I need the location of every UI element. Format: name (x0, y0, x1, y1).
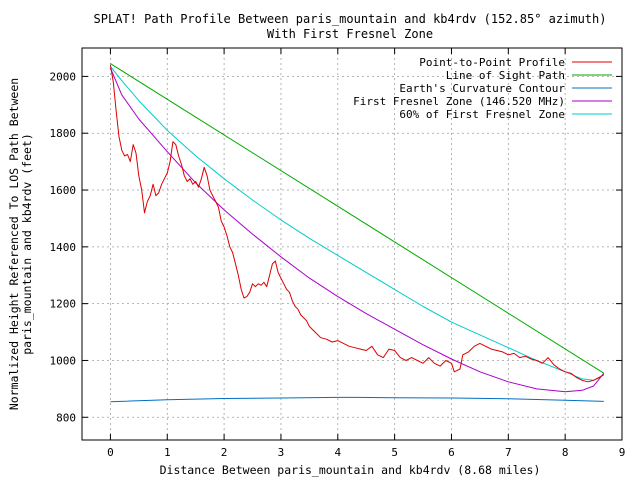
legend-label: 60% of First Fresnel Zone (399, 108, 565, 121)
legend-label: First Fresnel Zone (146.520 MHz) (353, 95, 565, 108)
x-tick-label: 9 (619, 446, 626, 459)
x-tick-label: 6 (448, 446, 455, 459)
axis-ticks: 0 1 2 3 4 5 6 7 8 9 800 1000 1200 1400 1600 1800 2000 (50, 48, 626, 459)
y-tick-label: 1600 (50, 184, 77, 197)
x-axis-label: Distance Between paris_mountain and kb4r… (160, 463, 541, 477)
series-line-2 (110, 396, 604, 403)
x-tick-label: 2 (221, 446, 228, 459)
x-tick-label: 0 (107, 446, 114, 459)
y-axis-label-line1: Normalized Height Referenced To LOS Path… (7, 78, 21, 410)
series-line-4 (110, 66, 605, 381)
legend-label: Point-to-Point Profile (419, 56, 565, 69)
x-tick-label: 3 (278, 446, 285, 459)
x-tick-label: 5 (391, 446, 398, 459)
y-tick-label: 1000 (50, 354, 77, 367)
y-tick-label: 1200 (50, 298, 77, 311)
y-axis-label-line2: paris_mountain and kb4rdv (feet) (20, 133, 34, 355)
chart-title: SPLAT! Path Profile Between paris_mounta… (94, 12, 607, 26)
series-line-1 (110, 63, 605, 374)
legend-label: Earth's Curvature Contour (399, 82, 565, 95)
x-tick-label: 4 (334, 446, 341, 459)
x-tick-label: 1 (164, 446, 171, 459)
x-tick-label: 7 (505, 446, 512, 459)
series-line-0 (109, 64, 605, 383)
legend-label: Line of Sight Path (446, 69, 565, 82)
y-tick-label: 2000 (50, 70, 77, 83)
series-line-3 (109, 67, 605, 393)
y-tick-label: 1400 (50, 241, 77, 254)
chart-subtitle: With First Fresnel Zone (267, 27, 433, 41)
plot-frame (81, 47, 623, 441)
plot-series (109, 63, 605, 403)
y-tick-label: 1800 (50, 127, 77, 140)
grid (82, 48, 623, 440)
x-tick-label: 8 (562, 446, 569, 459)
y-tick-label: 800 (56, 411, 76, 424)
